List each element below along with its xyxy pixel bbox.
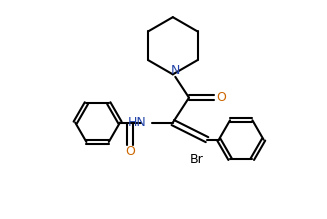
Text: O: O (216, 91, 226, 104)
Text: Br: Br (189, 153, 203, 166)
Text: O: O (125, 145, 135, 158)
Text: N: N (171, 64, 180, 77)
Text: HN: HN (128, 116, 146, 129)
